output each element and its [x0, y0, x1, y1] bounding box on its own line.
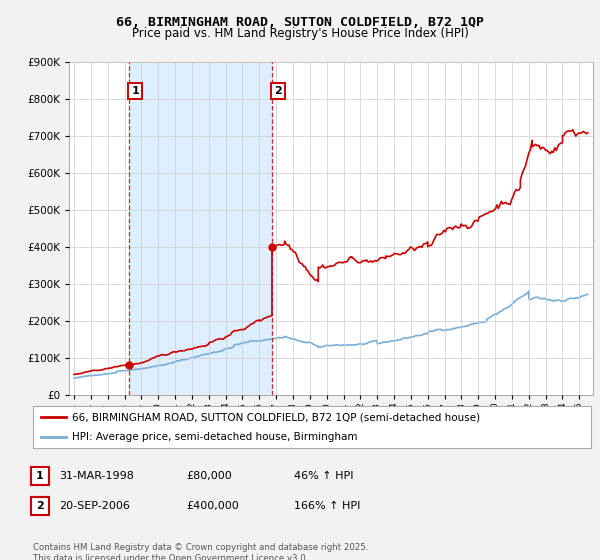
Text: 1: 1: [131, 86, 139, 96]
Text: 31-MAR-1998: 31-MAR-1998: [59, 471, 134, 481]
Text: Price paid vs. HM Land Registry's House Price Index (HPI): Price paid vs. HM Land Registry's House …: [131, 27, 469, 40]
Text: HPI: Average price, semi-detached house, Birmingham: HPI: Average price, semi-detached house,…: [72, 432, 358, 442]
Text: 2: 2: [36, 501, 43, 511]
Text: 46% ↑ HPI: 46% ↑ HPI: [294, 471, 353, 481]
Text: 20-SEP-2006: 20-SEP-2006: [59, 501, 130, 511]
Text: £400,000: £400,000: [186, 501, 239, 511]
Text: 66, BIRMINGHAM ROAD, SUTTON COLDFIELD, B72 1QP: 66, BIRMINGHAM ROAD, SUTTON COLDFIELD, B…: [116, 16, 484, 29]
Bar: [129, 62, 272, 395]
Text: 66, BIRMINGHAM ROAD, SUTTON COLDFIELD, B72 1QP (semi-detached house): 66, BIRMINGHAM ROAD, SUTTON COLDFIELD, B…: [72, 412, 480, 422]
Text: Contains HM Land Registry data © Crown copyright and database right 2025.
This d: Contains HM Land Registry data © Crown c…: [33, 543, 368, 560]
Text: £80,000: £80,000: [186, 471, 232, 481]
Text: 166% ↑ HPI: 166% ↑ HPI: [294, 501, 361, 511]
Text: 2: 2: [274, 86, 282, 96]
Text: 1: 1: [36, 471, 43, 481]
